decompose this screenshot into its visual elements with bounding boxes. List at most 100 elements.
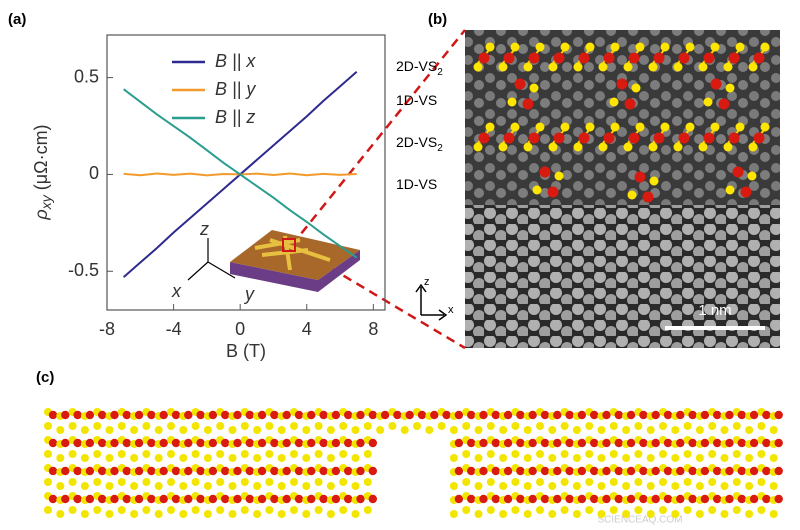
atom-s (449, 482, 458, 490)
atom-s (511, 506, 520, 514)
atom-s (720, 426, 729, 434)
atom-v (700, 494, 710, 504)
atom-s (685, 42, 695, 52)
atom-v (208, 438, 218, 448)
atom-v (753, 132, 765, 144)
atom-s (648, 62, 658, 72)
atom-s (68, 478, 77, 486)
atom-s (609, 97, 619, 107)
atom-v (245, 466, 254, 476)
atom-v (522, 98, 534, 110)
atom-v (147, 438, 156, 448)
atom-s (695, 510, 704, 518)
atom-v (614, 466, 623, 476)
atom-s (748, 62, 758, 72)
atom-s (462, 478, 471, 486)
atom-s (277, 482, 286, 490)
atom-s (610, 122, 620, 132)
atom-v (98, 410, 107, 420)
atom-v (467, 438, 476, 448)
inset-sample-top (230, 230, 360, 280)
atom-v (221, 438, 230, 448)
atom-s (265, 506, 274, 514)
atom-v (245, 410, 254, 420)
axis-label: x (448, 304, 454, 316)
watermark: SCIENCEAQ.COM (597, 515, 682, 526)
atom-v (184, 438, 193, 448)
atom-v (110, 494, 119, 504)
atom-s (485, 42, 495, 52)
atom-v (553, 410, 562, 420)
atom-s (314, 506, 323, 514)
atom-s (265, 450, 274, 458)
atom-s (462, 506, 471, 514)
atom-v (184, 494, 193, 504)
atom-v (221, 410, 230, 420)
atom-v (725, 494, 734, 504)
atom-s (93, 506, 102, 514)
atom-s (228, 510, 237, 518)
inset-axes (187, 238, 236, 281)
inset-sample-side (230, 250, 360, 292)
atom-v (628, 132, 640, 144)
atom-s (659, 450, 667, 458)
atom-v (171, 438, 181, 448)
x-tick-label: -4 (166, 319, 182, 339)
atom-v (208, 494, 218, 504)
atom-s (363, 506, 372, 514)
atom-v (651, 410, 660, 420)
atom-s (302, 510, 311, 518)
atom-v (368, 494, 377, 504)
atom-s (646, 482, 655, 490)
atom-s (683, 422, 692, 430)
atom-s (56, 510, 65, 518)
atom-s (203, 426, 212, 434)
atom-v (732, 166, 744, 178)
atom-v (688, 438, 697, 448)
layer-label-subscript: 2 (437, 67, 443, 78)
atom-v (528, 52, 540, 64)
atom-v (294, 410, 304, 420)
atom-v (478, 52, 490, 64)
atom-v (344, 438, 353, 448)
atom-v (602, 410, 611, 420)
atom-s (609, 422, 618, 430)
atom-v (134, 410, 144, 420)
atom-v (98, 494, 107, 504)
atom-s (44, 478, 52, 486)
atom-v (626, 466, 636, 476)
atom-v (405, 410, 414, 420)
atom-v (718, 98, 730, 110)
atom-v (356, 494, 365, 504)
atom-v (233, 466, 242, 476)
inset-electrodes (254, 235, 331, 271)
atom-v (147, 494, 156, 504)
atom-v (553, 438, 562, 448)
atom-s (253, 454, 262, 462)
atom-v (368, 438, 377, 448)
atom-v (73, 494, 82, 504)
atom-v (603, 52, 615, 64)
atom-s (265, 478, 274, 486)
atom-v (196, 466, 205, 476)
atom-v (85, 410, 95, 420)
x-tick-label: 4 (302, 319, 312, 339)
atom-s (723, 142, 733, 152)
atom-s (314, 478, 323, 486)
atom-v (553, 466, 562, 476)
atom-s (660, 122, 670, 132)
y-axis-label-part: xy (38, 194, 54, 210)
atom-s (646, 454, 655, 462)
atom-s (560, 122, 570, 132)
atom-s (536, 450, 544, 458)
atom-s (216, 478, 225, 486)
atom-v (85, 494, 95, 504)
atom-v (740, 186, 752, 198)
atom-s (203, 454, 212, 462)
atom-v (356, 438, 365, 448)
layer-label: 1D-VS (396, 92, 437, 108)
panel-label: (c) (36, 369, 54, 386)
atom-s (635, 42, 645, 52)
atom-s (622, 482, 631, 490)
atom-v (639, 438, 648, 448)
